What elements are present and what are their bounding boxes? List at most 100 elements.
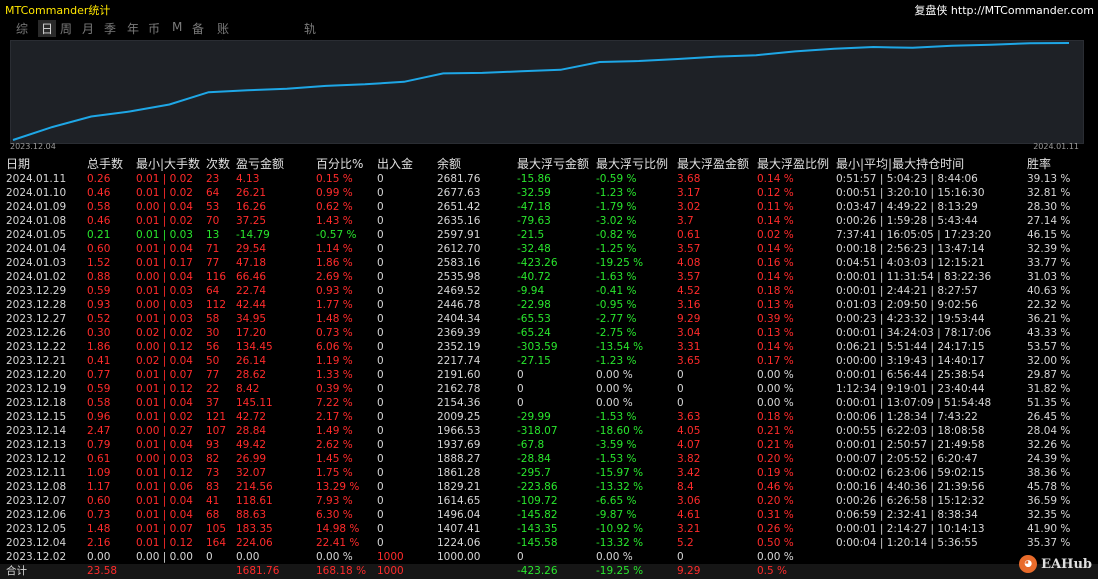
cell-col-11: 0.13 % xyxy=(757,299,794,311)
cell-col-1: 0.58 xyxy=(87,201,111,213)
cell-col-0: 2023.12.29 xyxy=(6,285,67,297)
cell-col-10: 0.61 xyxy=(677,229,701,241)
table-row[interactable]: 2023.12.20 0.77 0.01 | 0.07 77 28.62 1.33 % 0 2… xyxy=(0,368,1098,382)
table-row[interactable]: 2023.12.13 0.79 0.01 | 0.04 93 49.42 2.62 % 0 1… xyxy=(0,438,1098,452)
tab-7[interactable]: M xyxy=(172,20,183,34)
cell-col-7: 2535.98 xyxy=(437,271,481,283)
equity-line xyxy=(12,42,1070,141)
cell-col-11: 0.16 % xyxy=(757,257,794,269)
cell-col-2: 0.00 | 0.04 xyxy=(136,201,193,213)
cell-col-8: -423.26 xyxy=(517,565,558,577)
tab-5[interactable]: 年 xyxy=(127,22,140,36)
tab-1[interactable]: 日 xyxy=(38,20,57,37)
cell-col-8: -295.7 xyxy=(517,467,551,479)
cell-col-2: 0.01 | 0.17 xyxy=(136,257,193,269)
cell-col-4: 49.42 xyxy=(236,439,267,451)
cell-col-12: 7:37:41 | 16:05:05 | 17:23:20 xyxy=(836,229,992,241)
cell-col-9: -1.23 % xyxy=(596,355,637,367)
tab-6[interactable]: 币 xyxy=(148,22,161,36)
table-row[interactable]: 2023.12.26 0.30 0.02 | 0.02 30 17.20 0.73 % 0 2… xyxy=(0,326,1098,340)
cell-col-3: 58 xyxy=(206,313,220,325)
cell-col-6: 0 xyxy=(377,201,384,213)
cell-col-12: 0:00:01 | 2:50:57 | 21:49:58 xyxy=(836,439,985,451)
cell-col-5: 7.93 % xyxy=(316,495,353,507)
watermark: ◕ EAHub xyxy=(1019,555,1092,573)
cell-col-1: 1.86 xyxy=(87,341,111,353)
cell-col-12: 0:00:02 | 6:23:06 | 59:02:15 xyxy=(836,467,985,479)
cell-col-6: 0 xyxy=(377,467,384,479)
table-row[interactable]: 2024.01.04 0.60 0.01 | 0.04 71 29.54 1.14 % 0 2… xyxy=(0,242,1098,256)
title-bar: MTCommander统计 复盘侠 http://MTCommander.com xyxy=(0,0,1098,18)
table-row[interactable]: 2023.12.14 2.47 0.00 | 0.27 107 28.84 1.49 % 0… xyxy=(0,424,1098,438)
table-row[interactable]: 2024.01.11 0.26 0.01 | 0.02 23 4.13 0.15 % 0 26… xyxy=(0,172,1098,186)
cell-col-4: 0.00 xyxy=(236,551,260,563)
cell-col-0: 日期 xyxy=(6,157,31,171)
cell-col-4: 盈亏金额 xyxy=(236,157,285,171)
table-row[interactable]: 2023.12.18 0.58 0.01 | 0.04 37 145.11 7.22 % 0… xyxy=(0,396,1098,410)
cell-col-13: 胜率 xyxy=(1027,157,1052,171)
table-row[interactable]: 2024.01.09 0.58 0.00 | 0.04 53 16.26 0.62 % 0 2… xyxy=(0,200,1098,214)
table-row[interactable]: 2024.01.05 0.21 0.01 | 0.03 13 -14.79 -0.57 %… xyxy=(0,228,1098,242)
tab-4[interactable]: 季 xyxy=(104,22,117,36)
cell-col-4: 118.61 xyxy=(236,495,273,507)
tab-2[interactable]: 周 xyxy=(60,22,73,36)
table-row[interactable]: 2024.01.10 0.46 0.01 | 0.02 64 26.21 0.99 % 0 2… xyxy=(0,186,1098,200)
cell-col-9: -0.41 % xyxy=(596,285,637,297)
cell-col-3: 0 xyxy=(206,551,213,563)
equity-chart-svg xyxy=(12,42,1070,141)
tab-8[interactable]: 备 xyxy=(192,22,205,36)
table-row[interactable]: 2023.12.15 0.96 0.01 | 0.02 121 42.72 2.17 % 0… xyxy=(0,410,1098,424)
cell-col-11: 0.31 % xyxy=(757,509,794,521)
cell-col-7: 1829.21 xyxy=(437,481,481,493)
cell-col-11: 0.02 % xyxy=(757,229,794,241)
cell-col-1: 0.61 xyxy=(87,453,111,465)
table-row[interactable]: 2023.12.04 2.16 0.01 | 0.12 164 224.06 22.41 … xyxy=(0,536,1098,550)
total-row: 合计 23.58 1681.76 168.18 % 1000 -423.26 -19.25 … xyxy=(0,564,1098,579)
table-row[interactable]: 2023.12.21 0.41 0.02 | 0.04 50 26.14 1.19 % 0 2… xyxy=(0,354,1098,368)
table-row[interactable]: 2023.12.08 1.17 0.01 | 0.06 83 214.56 13.29 %… xyxy=(0,480,1098,494)
cell-col-11: 0.21 % xyxy=(757,425,794,437)
table-row[interactable]: 2023.12.11 1.09 0.01 | 0.12 73 32.07 1.75 % 0 1… xyxy=(0,466,1098,480)
chart-start-date: 2023.12.04 xyxy=(10,142,56,151)
table-row[interactable]: 2024.01.08 0.46 0.01 | 0.02 70 37.25 1.43 % 0 2… xyxy=(0,214,1098,228)
table-row[interactable]: 2023.12.29 0.59 0.01 | 0.03 64 22.74 0.93 % 0 2… xyxy=(0,284,1098,298)
cell-col-0: 合计 xyxy=(6,565,27,577)
table-row[interactable]: 2023.12.28 0.93 0.00 | 0.03 112 42.44 1.77 % 0… xyxy=(0,298,1098,312)
cell-col-9: -0.95 % xyxy=(596,299,637,311)
cell-col-1: 0.59 xyxy=(87,383,111,395)
table-row[interactable]: 2024.01.03 1.52 0.01 | 0.17 77 47.18 1.86 % 0 2… xyxy=(0,256,1098,270)
cell-col-9: -1.63 % xyxy=(596,271,637,283)
cell-col-10: 3.02 xyxy=(677,201,701,213)
cell-col-5: 0.99 % xyxy=(316,187,353,199)
brand-link[interactable]: 复盘侠 http://MTCommander.com xyxy=(914,4,1094,17)
tab-3[interactable]: 月 xyxy=(82,22,95,36)
cell-col-2: 0.01 | 0.04 xyxy=(136,509,193,521)
cell-col-1: 0.26 xyxy=(87,173,111,185)
cell-col-1: 总手数 xyxy=(87,157,124,171)
cell-col-1: 0.77 xyxy=(87,369,111,381)
cell-col-12: 0:06:59 | 2:32:41 | 8:38:34 xyxy=(836,509,978,521)
table-row[interactable]: 2023.12.12 0.61 0.00 | 0.03 82 26.99 1.45 % 0 1… xyxy=(0,452,1098,466)
cell-col-2: 0.01 | 0.12 xyxy=(136,383,193,395)
cell-col-3: 30 xyxy=(206,327,220,339)
table-header: 日期 总手数 最小|大手数 次数 盈亏金额 百分比% 出入金 余额 最大浮亏金额 最大浮亏比例 最大… xyxy=(0,155,1098,172)
table-row[interactable]: 2023.12.02 0.00 0.00 | 0.00 0 0.00 0.00 % 1000… xyxy=(0,550,1098,564)
cell-col-1: 0.96 xyxy=(87,411,111,423)
cell-col-4: 183.35 xyxy=(236,523,273,535)
table-row[interactable]: 2023.12.27 0.52 0.01 | 0.03 58 34.95 1.48 % 0 2… xyxy=(0,312,1098,326)
table-row[interactable]: 2023.12.05 1.48 0.01 | 0.07 105 183.35 14.98 … xyxy=(0,522,1098,536)
cell-col-4: 214.56 xyxy=(236,481,273,493)
table-row[interactable]: 2023.12.22 1.86 0.00 | 0.12 56 134.45 6.06 % 0… xyxy=(0,340,1098,354)
cell-col-2: 0.01 | 0.02 xyxy=(136,411,193,423)
table-row[interactable]: 2023.12.07 0.60 0.01 | 0.04 41 118.61 7.93 % 0… xyxy=(0,494,1098,508)
cell-col-6: 0 xyxy=(377,537,384,549)
cell-col-11: 0.13 % xyxy=(757,327,794,339)
cell-col-4: 26.14 xyxy=(236,355,267,367)
cell-col-8: -22.98 xyxy=(517,299,551,311)
table-row[interactable]: 2024.01.02 0.88 0.00 | 0.04 116 66.46 2.69 % 0… xyxy=(0,270,1098,284)
tab-0[interactable]: 综 xyxy=(16,22,29,36)
cell-col-0: 2024.01.02 xyxy=(6,271,67,283)
table-row[interactable]: 2023.12.19 0.59 0.01 | 0.12 22 8.42 0.39 % 0 21… xyxy=(0,382,1098,396)
cell-col-6: 0 xyxy=(377,327,384,339)
table-row[interactable]: 2023.12.06 0.73 0.01 | 0.04 68 88.63 6.30 % 0 1… xyxy=(0,508,1098,522)
